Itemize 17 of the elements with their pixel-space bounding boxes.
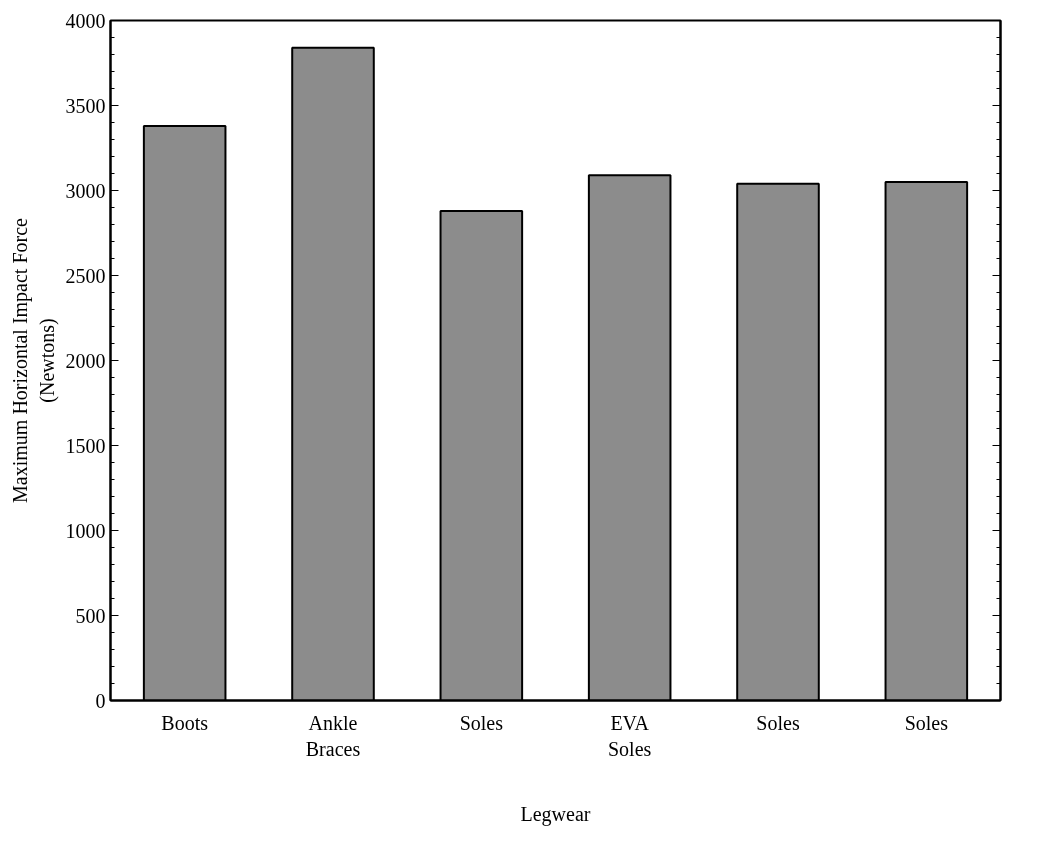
x-tick-label: Boots bbox=[161, 711, 209, 734]
y-tick-label: 3000 bbox=[65, 179, 106, 202]
y-tick-label: 3500 bbox=[65, 94, 106, 117]
y-tick-label: 500 bbox=[75, 604, 106, 627]
x-tick-label: Soles bbox=[756, 711, 800, 734]
y-tick-label: 4000 bbox=[65, 9, 106, 32]
x-axis-title: Legwear bbox=[520, 802, 591, 826]
x-tick-label: EVA Soles bbox=[608, 711, 652, 760]
x-tick-label: Ankle Braces bbox=[305, 711, 361, 760]
x-tick-label: Soles bbox=[459, 711, 504, 734]
y-tick-label: 2000 bbox=[65, 349, 106, 372]
x-tick-label: Soles bbox=[904, 711, 949, 734]
y-tick-label: 1500 bbox=[65, 434, 106, 457]
y-axis-title: Maximum Horizontal Impact Force (Newtons) bbox=[9, 217, 59, 503]
y-tick-label: 1000 bbox=[65, 519, 106, 542]
y-tick-label: 0 bbox=[95, 689, 106, 712]
y-tick-label: 2500 bbox=[65, 264, 106, 287]
